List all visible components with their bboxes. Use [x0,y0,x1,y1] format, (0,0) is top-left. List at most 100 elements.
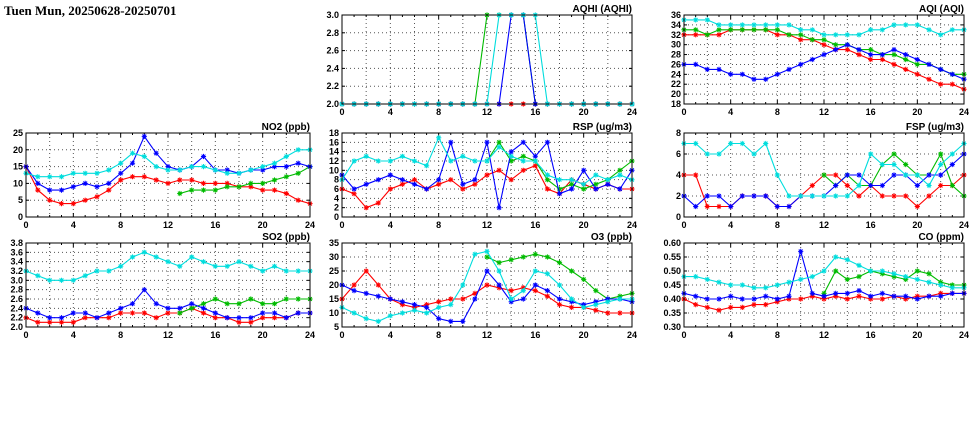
svg-text:AQHI (AQHI): AQHI (AQHI) [573,4,632,15]
svg-text:10: 10 [329,165,339,175]
svg-text:4: 4 [388,107,393,117]
svg-text:CO (ppm): CO (ppm) [918,232,964,243]
svg-text:3.4: 3.4 [10,257,23,267]
svg-text:2.2: 2.2 [326,81,339,91]
svg-text:12: 12 [482,220,492,230]
svg-text:4: 4 [71,220,76,230]
svg-text:6: 6 [676,149,681,159]
page-title: Tuen Mun, 20250628-20250701 [4,3,177,18]
svg-text:4: 4 [388,330,393,340]
svg-text:20: 20 [912,107,922,117]
svg-text:24: 24 [959,330,969,340]
svg-text:12: 12 [482,330,492,340]
svg-text:2: 2 [676,191,681,201]
svg-text:0.50: 0.50 [663,266,681,276]
svg-text:30: 30 [329,252,339,262]
svg-text:24: 24 [627,220,637,230]
svg-text:2.6: 2.6 [326,46,339,56]
svg-text:8: 8 [118,220,123,230]
svg-text:0.55: 0.55 [663,252,681,262]
chart-aqhi: 0 4 8 12 16 20 24 2.0 2.2 2.4 2.6 2.8 3.0 AQHI (AQHI) [312,3,638,120]
svg-text:25: 25 [329,266,339,276]
svg-text:10: 10 [13,178,23,188]
svg-text:12: 12 [163,330,173,340]
svg-text:2.0: 2.0 [326,99,339,109]
svg-text:NO2 (ppb): NO2 (ppb) [262,122,310,133]
svg-text:25: 25 [13,128,23,138]
svg-text:6: 6 [334,184,339,194]
svg-text:4: 4 [388,220,393,230]
svg-text:AQI (AQI): AQI (AQI) [919,4,964,15]
svg-text:0: 0 [18,212,23,222]
svg-text:12: 12 [482,107,492,117]
chart-fsp: 0 4 8 12 16 20 24 0 2 4 6 8 FSP (ug/m3) [650,121,970,233]
svg-text:12: 12 [819,220,829,230]
svg-text:12: 12 [819,107,829,117]
svg-text:26: 26 [671,59,681,69]
svg-text:16: 16 [530,330,540,340]
svg-text:8: 8 [775,220,780,230]
svg-text:0.45: 0.45 [663,280,681,290]
svg-text:30: 30 [671,40,681,50]
svg-text:15: 15 [13,162,23,172]
o3-plot: 0 4 8 12 16 20 24 5 10 15 20 25 30 35 O3 (ppb) [329,232,637,340]
svg-text:15: 15 [329,294,339,304]
co-plot: 0 4 8 12 16 20 24 0.30 0.35 0.40 0.45 0.50 0.55 0.60 C… [663,232,969,340]
svg-text:12: 12 [819,330,829,340]
svg-text:20: 20 [258,330,268,340]
svg-text:FSP (ug/m3): FSP (ug/m3) [906,122,964,133]
svg-text:35: 35 [329,238,339,248]
svg-text:0: 0 [339,330,344,340]
svg-text:2.8: 2.8 [326,28,339,38]
svg-text:0.35: 0.35 [663,308,681,318]
svg-text:0: 0 [23,220,28,230]
svg-text:O3 (ppb): O3 (ppb) [591,232,632,243]
svg-text:8: 8 [436,220,441,230]
svg-text:24: 24 [627,107,637,117]
chart-co: 0 4 8 12 16 20 24 0.30 0.35 0.40 0.45 0.50 0.55 0.60 C… [650,231,970,343]
svg-text:2.6: 2.6 [10,294,23,304]
svg-text:20: 20 [13,145,23,155]
svg-text:18: 18 [671,99,681,109]
svg-text:16: 16 [530,107,540,117]
svg-text:24: 24 [959,107,969,117]
svg-text:4: 4 [728,330,733,340]
svg-text:20: 20 [329,280,339,290]
svg-text:22: 22 [671,79,681,89]
no2-plot: 0 4 8 12 16 20 24 0 5 10 15 20 25 NO2 (ppb) [13,122,315,230]
svg-text:8: 8 [436,330,441,340]
chart-rsp: 0 4 8 12 16 20 24 0 2 4 6 8 10 12 14 16 18 RSP (ug/m3) [312,121,638,233]
svg-text:0: 0 [681,107,686,117]
svg-text:3.0: 3.0 [10,275,23,285]
chart-aqi: 0 4 8 12 16 20 24 18 20 22 24 26 28 30 32 34 36 AQI (AQI) [650,3,970,120]
svg-text:5: 5 [18,195,23,205]
svg-text:34: 34 [671,20,681,30]
svg-text:20: 20 [671,89,681,99]
svg-text:24: 24 [671,69,681,79]
svg-text:8: 8 [676,128,681,138]
svg-text:2.8: 2.8 [10,285,23,295]
aqhi-plot: 0 4 8 12 16 20 24 2.0 2.2 2.4 2.6 2.8 3.0 AQHI (AQHI) [326,4,637,117]
svg-text:32: 32 [671,30,681,40]
svg-text:14: 14 [329,147,339,157]
svg-text:16: 16 [866,107,876,117]
svg-text:3.6: 3.6 [10,247,23,257]
svg-text:0.40: 0.40 [663,294,681,304]
svg-text:4: 4 [334,193,339,203]
svg-text:16: 16 [530,220,540,230]
svg-text:3.2: 3.2 [10,266,23,276]
svg-text:36: 36 [671,10,681,20]
svg-text:4: 4 [728,220,733,230]
svg-text:16: 16 [210,330,220,340]
svg-text:2.4: 2.4 [326,63,339,73]
chart-so2: 0 4 8 12 16 20 24 2.0 2.2 2.4 2.6 2.8 3.0 3.2 3.4 3.6 3.… [0,231,316,343]
svg-text:0: 0 [681,330,686,340]
svg-text:24: 24 [305,330,315,340]
svg-text:0: 0 [334,212,339,222]
svg-text:12: 12 [163,220,173,230]
svg-text:0: 0 [23,330,28,340]
